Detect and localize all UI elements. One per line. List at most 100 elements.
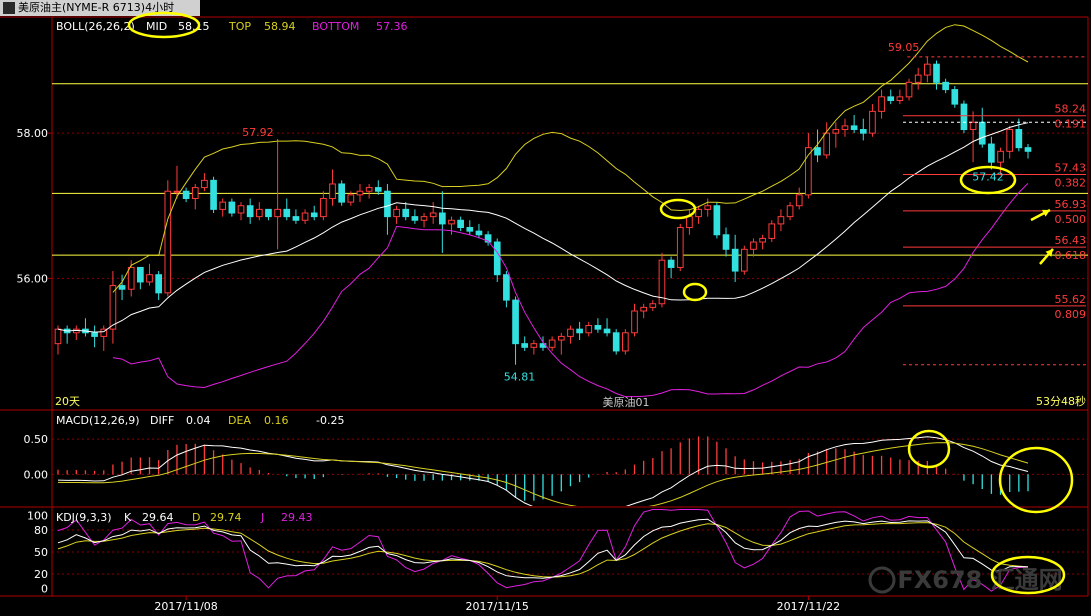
candle[interactable] [155,271,162,301]
candle[interactable] [347,191,355,206]
candle[interactable] [695,205,702,224]
candle[interactable] [237,202,245,221]
candle[interactable] [567,325,574,344]
candle[interactable] [786,202,794,221]
candle[interactable] [850,115,858,134]
candle[interactable] [512,296,519,365]
candle[interactable] [1006,125,1014,159]
candle[interactable] [905,78,913,101]
candle[interactable] [777,209,785,232]
candle[interactable] [329,169,336,206]
candle[interactable] [631,303,638,337]
candle[interactable] [585,321,593,337]
candle[interactable] [118,274,126,301]
candle[interactable] [100,325,108,351]
candle[interactable] [493,238,501,282]
main-price-panel[interactable] [52,24,1088,398]
candle[interactable] [402,202,410,221]
candle[interactable] [475,223,483,239]
candle[interactable] [841,118,849,137]
candle[interactable] [933,60,940,90]
candle[interactable] [82,318,89,337]
candle[interactable] [612,329,620,355]
candle[interactable] [814,129,821,163]
candle[interactable] [301,209,309,224]
candle[interactable] [265,208,272,221]
candle[interactable] [393,205,400,224]
candle[interactable] [1015,118,1023,152]
candle[interactable] [201,173,208,192]
candle[interactable] [466,220,474,235]
candle[interactable] [1024,144,1032,159]
candle[interactable] [622,329,629,355]
candle[interactable] [676,223,684,272]
candle[interactable] [338,180,346,206]
candle[interactable] [530,340,538,355]
candle[interactable] [109,271,117,344]
candle[interactable] [310,205,318,221]
kdj-panel[interactable] [52,509,1088,592]
candle[interactable] [384,183,391,235]
macd-panel[interactable] [52,436,1088,511]
candle[interactable] [997,147,1004,176]
candle[interactable] [448,216,455,235]
candle[interactable] [722,227,730,257]
candle[interactable] [411,209,419,224]
candle[interactable] [63,325,71,344]
candle[interactable] [576,321,583,341]
candle[interactable] [219,198,227,217]
candle[interactable] [320,191,327,221]
candle[interactable] [603,318,611,337]
candle[interactable] [969,111,977,163]
candle[interactable] [548,336,556,351]
candle[interactable] [978,107,986,148]
candle[interactable] [439,191,446,253]
candle[interactable] [859,118,867,141]
candle[interactable] [640,303,647,319]
candle[interactable] [365,183,373,199]
candle[interactable] [374,180,382,195]
candle[interactable] [72,325,80,341]
candle[interactable] [649,300,657,311]
candle[interactable] [457,216,464,232]
candle[interactable] [878,89,885,119]
candle[interactable] [713,202,721,239]
candle[interactable] [896,89,904,105]
candle[interactable] [942,78,949,94]
candle[interactable] [292,209,300,224]
candle[interactable] [988,136,995,170]
candle[interactable] [750,238,757,257]
candle[interactable] [420,213,428,228]
candle[interactable] [255,202,263,221]
candle[interactable] [283,198,291,221]
candle[interactable] [960,100,968,134]
candle[interactable] [228,198,236,217]
candle[interactable] [137,266,144,290]
candle[interactable] [503,271,510,308]
candle[interactable] [182,187,190,203]
candle[interactable] [274,138,281,250]
candle[interactable] [823,122,831,159]
candle[interactable] [832,122,840,148]
candle[interactable] [429,202,437,224]
candle[interactable] [91,325,98,348]
candle[interactable] [951,85,959,108]
candle[interactable] [164,180,172,297]
candle[interactable] [805,133,812,199]
candle[interactable] [914,67,922,90]
candle[interactable] [210,176,217,213]
candle[interactable] [869,104,876,137]
candle[interactable] [521,336,529,351]
candle[interactable] [356,183,364,203]
candle[interactable] [704,198,712,217]
candle[interactable] [887,89,895,105]
candle[interactable] [667,256,675,279]
candle[interactable] [759,234,766,250]
window-menu-icon[interactable] [3,2,15,14]
candle[interactable] [795,187,803,210]
candle[interactable] [146,263,153,286]
candle[interactable] [246,198,254,224]
candle[interactable] [557,332,565,355]
candle[interactable] [658,252,666,308]
candle[interactable] [731,234,739,282]
